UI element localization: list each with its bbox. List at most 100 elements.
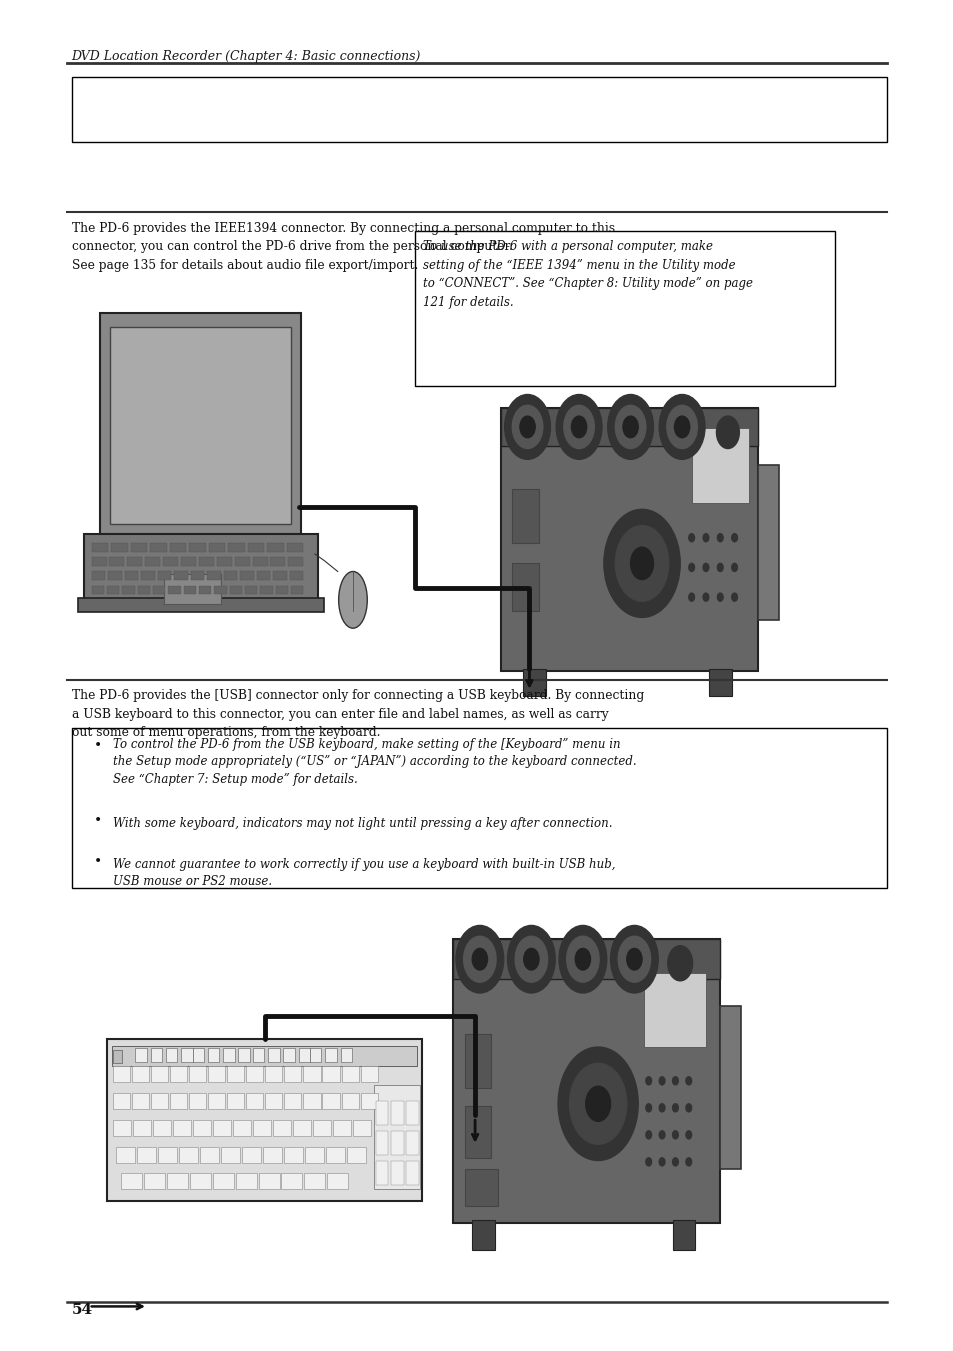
Bar — [415, 231, 834, 386]
Bar — [110, 557, 124, 566]
Bar — [290, 571, 303, 581]
Circle shape — [731, 563, 737, 571]
Bar — [293, 1120, 311, 1136]
Circle shape — [603, 509, 679, 617]
Bar — [298, 1048, 310, 1062]
Circle shape — [702, 593, 708, 601]
Bar — [253, 557, 267, 566]
Bar — [78, 598, 324, 612]
Circle shape — [667, 946, 692, 981]
Bar — [174, 571, 188, 581]
Bar — [672, 1220, 695, 1250]
Bar — [242, 1147, 261, 1163]
Bar — [758, 465, 779, 620]
Bar — [152, 1120, 171, 1136]
Circle shape — [731, 593, 737, 601]
Bar — [157, 571, 172, 581]
Bar — [164, 574, 221, 604]
Bar — [170, 1093, 187, 1109]
Bar — [91, 586, 104, 594]
Bar — [170, 543, 186, 551]
Bar — [253, 1120, 271, 1136]
Bar — [189, 543, 206, 551]
Bar — [268, 1048, 279, 1062]
Bar — [183, 586, 196, 594]
Bar — [265, 1093, 282, 1109]
Text: With some keyboard, indicators may not light until pressing a key after connecti: With some keyboard, indicators may not l… — [112, 817, 612, 831]
Bar — [181, 557, 196, 566]
Circle shape — [659, 1077, 664, 1085]
Circle shape — [702, 563, 708, 571]
Circle shape — [507, 925, 555, 993]
Bar — [310, 1048, 321, 1062]
Bar — [172, 1120, 191, 1136]
Bar — [107, 586, 119, 594]
Circle shape — [566, 936, 598, 982]
Circle shape — [685, 1131, 691, 1139]
Circle shape — [672, 1131, 678, 1139]
Bar — [168, 586, 180, 594]
Bar — [166, 1048, 177, 1062]
Bar — [271, 557, 285, 566]
Circle shape — [615, 526, 668, 601]
Circle shape — [645, 1158, 651, 1166]
Bar — [391, 1131, 403, 1155]
Circle shape — [556, 394, 601, 459]
Text: To use the PD-6 with a personal computer, make
setting of the “IEEE 1394” menu i: To use the PD-6 with a personal computer… — [422, 240, 752, 309]
Text: 54: 54 — [71, 1304, 92, 1317]
Bar — [273, 571, 287, 581]
Bar — [500, 408, 758, 671]
Bar — [464, 1034, 491, 1088]
Bar — [111, 543, 128, 551]
Bar — [208, 1048, 219, 1062]
Bar — [287, 543, 303, 551]
Bar — [150, 543, 167, 551]
Bar — [170, 1066, 187, 1082]
Circle shape — [645, 1104, 651, 1112]
Bar — [235, 1173, 256, 1189]
Bar — [125, 571, 138, 581]
Circle shape — [645, 1131, 651, 1139]
Bar — [137, 1147, 156, 1163]
Bar — [258, 1173, 279, 1189]
Bar — [135, 1048, 147, 1062]
Bar — [375, 1101, 388, 1125]
Bar — [284, 1066, 301, 1082]
Bar — [189, 1093, 206, 1109]
Bar — [284, 1093, 301, 1109]
Bar — [216, 557, 232, 566]
Bar — [322, 1093, 339, 1109]
Bar — [720, 1006, 740, 1169]
Circle shape — [672, 1077, 678, 1085]
Ellipse shape — [338, 571, 367, 628]
Bar — [230, 586, 242, 594]
Bar — [284, 1147, 303, 1163]
Bar — [122, 586, 134, 594]
Bar — [112, 1050, 122, 1063]
Bar — [221, 1147, 240, 1163]
Bar — [84, 534, 317, 601]
Circle shape — [558, 1047, 638, 1161]
Bar — [240, 571, 253, 581]
Bar — [313, 1120, 331, 1136]
Bar — [132, 1066, 149, 1082]
Bar — [198, 586, 212, 594]
Bar — [391, 1101, 403, 1125]
Bar — [151, 1093, 168, 1109]
Circle shape — [610, 925, 658, 993]
Bar — [374, 1085, 419, 1189]
Bar — [227, 1066, 244, 1082]
Bar — [144, 1173, 165, 1189]
Text: The PD-6 provides the [USB] connector only for connecting a USB keyboard. By con: The PD-6 provides the [USB] connector on… — [71, 689, 643, 739]
Circle shape — [688, 593, 694, 601]
Circle shape — [659, 1131, 664, 1139]
Bar — [100, 313, 300, 536]
Bar — [375, 1131, 388, 1155]
Bar — [253, 1048, 264, 1062]
Bar — [112, 1093, 130, 1109]
Bar — [303, 1093, 320, 1109]
Circle shape — [688, 534, 694, 542]
Text: The PD-6 provides the IEEE1394 connector. By connecting a personal computer to t: The PD-6 provides the IEEE1394 connector… — [71, 222, 614, 272]
Circle shape — [504, 394, 550, 459]
Bar — [112, 1120, 131, 1136]
